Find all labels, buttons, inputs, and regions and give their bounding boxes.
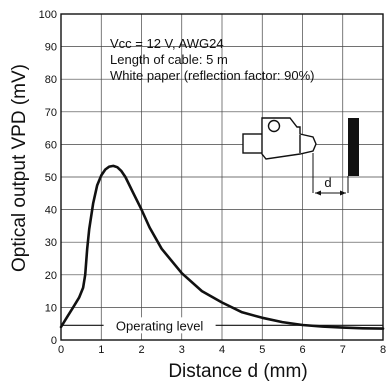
y-tick-label: 90	[45, 42, 57, 54]
y-tick-label: 10	[45, 302, 57, 314]
plot-frame	[60, 13, 384, 341]
sensor-illustration	[242, 117, 359, 196]
x-tick-label: 3	[179, 344, 185, 356]
x-tick-label: 5	[259, 344, 265, 356]
x-tick-label: 7	[340, 344, 346, 356]
condition-line-3: White paper (reflection factor: 90%)	[110, 68, 314, 83]
condition-line-2: Length of cable: 5 m	[110, 52, 228, 67]
y-tick-label: 30	[45, 237, 57, 249]
grid-lines	[61, 14, 383, 340]
y-tick-label: 70	[45, 107, 57, 119]
sensor-lens-icon	[267, 119, 281, 133]
x-tick-label: 2	[138, 344, 144, 356]
x-tick-label: 8	[380, 344, 386, 356]
x-axis-label: Distance d (mm)	[168, 361, 307, 382]
x-tick-label: 0	[58, 344, 64, 356]
y-tick-label: 0	[51, 335, 57, 347]
x-tick-label: 4	[219, 344, 225, 356]
y-tick-label: 100	[39, 9, 57, 21]
y-tick-label: 80	[45, 74, 57, 86]
y-tick-label: 60	[45, 139, 57, 151]
x-tick-label: 1	[98, 344, 104, 356]
y-axis-label: Optical output VPD (mV)	[9, 64, 30, 272]
condition-line-1: Vcc = 12 V, AWG24	[110, 36, 224, 51]
reflector-plate	[348, 118, 359, 176]
y-tick-label: 20	[45, 270, 57, 282]
y-tick-label: 40	[45, 205, 57, 217]
distance-marker-label: d	[324, 175, 331, 190]
series-line	[59, 164, 385, 330]
operating-level-label-background	[103, 317, 216, 334]
y-tick-label: 50	[45, 172, 57, 184]
conditions-note: Vcc = 12 V, AWG24 Length of cable: 5 m W…	[110, 36, 314, 83]
operating-level-label: Operating level	[116, 318, 204, 333]
x-tick-label: 6	[299, 344, 305, 356]
